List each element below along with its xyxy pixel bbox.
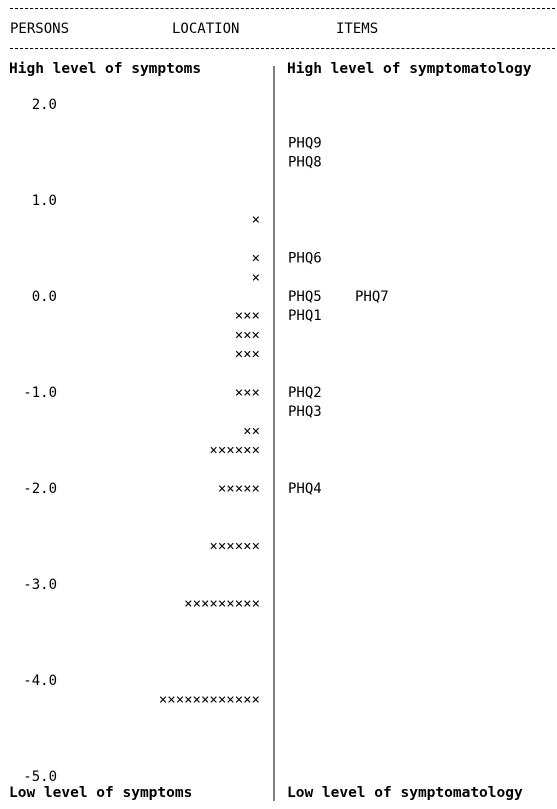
item-label: PHQ6: [288, 251, 322, 267]
person-marker-row: ×××: [235, 347, 260, 363]
item-label: PHQ3: [288, 404, 322, 420]
item-label: PHQ7: [355, 289, 389, 305]
person-marker-row: ×: [252, 212, 260, 228]
item-labels: PHQ9 PHQ8 PHQ6 PHQ5 PHQ7 PHQ1 PHQ2 PHQ3 PHQ4: [288, 135, 389, 497]
person-markers: ××××××××××××××××××××××××××××××××××××××××…: [159, 212, 260, 708]
persons-bottom-label: Low level of symptoms: [9, 785, 193, 801]
item-label: PHQ9: [288, 135, 322, 151]
person-marker-row: ××: [243, 423, 260, 439]
person-marker-row: ×××××: [218, 481, 260, 497]
item-label: PHQ4: [288, 481, 322, 497]
person-marker-row: ×: [252, 251, 260, 267]
items-bottom-label: Low level of symptomatology: [287, 785, 523, 801]
item-label: PHQ8: [288, 155, 322, 171]
item-label: PHQ5: [288, 289, 322, 305]
person-marker-row: ×××××××××: [184, 596, 260, 612]
top-dashed-rule: [10, 8, 555, 9]
person-marker-row: ×: [252, 270, 260, 286]
person-marker-row: ×××: [235, 327, 260, 343]
item-label: PHQ1: [288, 308, 322, 324]
persons-header: PERSONS: [10, 21, 70, 37]
y-tick-label: 0.0: [32, 289, 57, 305]
person-marker-row: ××××××: [209, 539, 260, 555]
person-marker-row: ×××: [235, 308, 260, 324]
y-tick-label: -1.0: [23, 385, 57, 401]
person-marker-row: ×××: [235, 385, 260, 401]
items-header: ITEMS: [336, 21, 379, 37]
location-header: LOCATION: [172, 21, 240, 37]
person-marker-row: ××××××××××××: [159, 692, 260, 708]
y-tick-label: -5.0: [23, 769, 57, 785]
y-tick-labels: 2.0 1.0 0.0 -1.0 -2.0 -3.0 -4.0 -5.0: [23, 97, 57, 785]
items-top-label: High level of symptomatology: [287, 61, 532, 77]
person-marker-row: ××××××: [209, 443, 260, 459]
y-tick-label: -2.0: [23, 481, 57, 497]
y-tick-label: -4.0: [23, 673, 57, 689]
persons-top-label: High level of symptoms: [9, 61, 202, 77]
y-tick-label: 1.0: [32, 193, 57, 209]
header-dashed-rule: [10, 48, 555, 49]
item-label: PHQ2: [288, 385, 322, 401]
y-tick-label: -3.0: [23, 577, 57, 593]
y-tick-label: 2.0: [32, 97, 57, 113]
